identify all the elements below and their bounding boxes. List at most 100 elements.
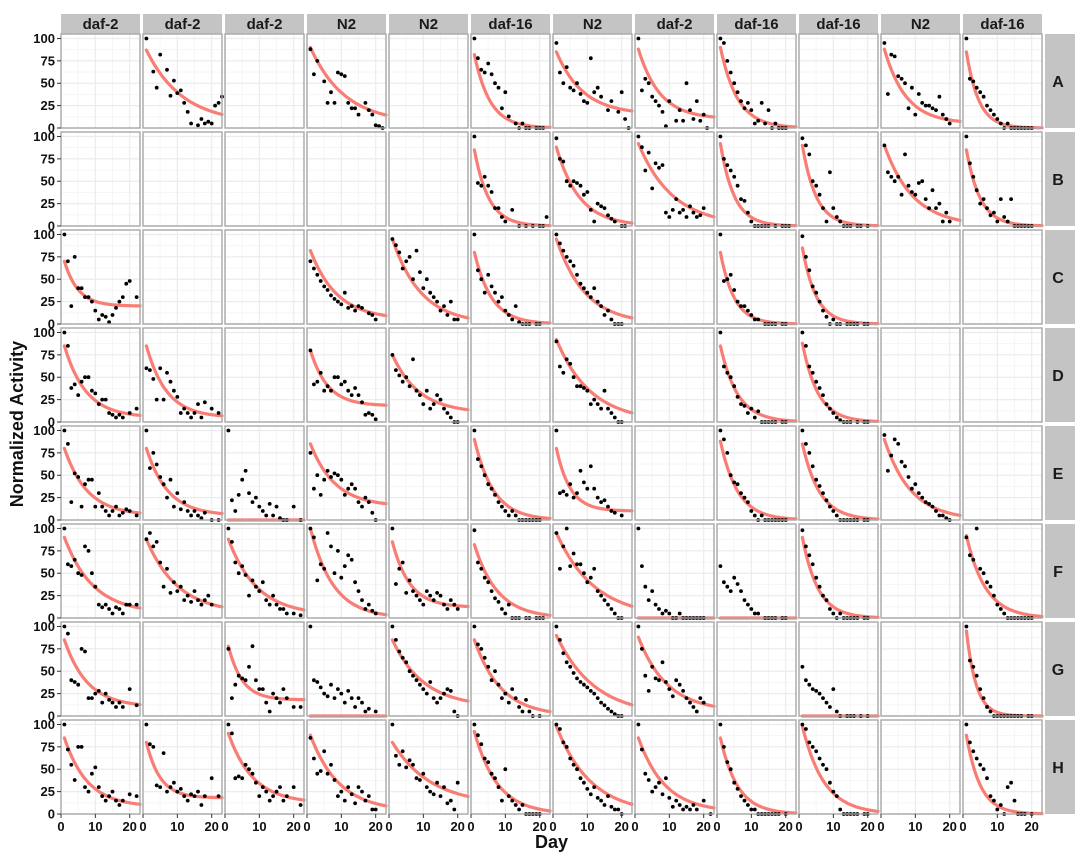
y-tick-label: 75 [41,249,55,264]
data-point [332,297,337,301]
data-point [79,745,84,749]
data-point [742,495,747,500]
data-point [257,794,262,798]
data-point [151,377,156,381]
panel-background [225,34,304,128]
data-point [643,76,648,81]
data-point [988,108,993,112]
data-point [694,807,699,812]
data-point [250,578,255,583]
data-point [971,79,976,84]
data-point [154,540,159,544]
panel-border [470,523,551,619]
data-point [315,59,320,63]
data-point [684,81,689,86]
fit-curve [472,730,552,813]
data-point [353,705,357,709]
data-point [752,513,757,518]
panel [60,131,141,227]
data-point [172,780,176,785]
panel [306,719,388,815]
data-point [595,696,600,700]
data-point [1002,611,1007,616]
data-point [564,179,569,184]
data-point [69,386,74,390]
data-point [664,776,668,781]
data-point [510,687,515,691]
data-point [452,709,457,714]
data-point [503,509,508,513]
data-point [424,277,429,282]
data-point [496,682,501,687]
data-point [476,56,480,61]
data-point [886,170,890,175]
data-point [981,571,986,576]
data-point [503,767,508,772]
data-point [592,90,597,95]
column-strip [717,14,796,34]
data-point [701,112,706,117]
x-tick-label: 20 [532,819,546,834]
data-point [602,388,607,393]
y-tick-label: 25 [41,294,55,309]
data-point [329,388,333,393]
data-point [660,611,665,616]
panel-border [224,621,305,717]
data-point [510,798,515,803]
data-point [114,798,118,803]
data-point [974,756,979,761]
data-point [606,406,610,411]
panel [142,425,224,522]
panel-background [799,230,878,324]
panel [142,621,223,717]
data-point [404,591,409,595]
data-point [448,415,453,420]
data-point [353,308,357,313]
data-point [339,691,344,696]
panel-background [799,622,878,716]
data-point [728,375,733,380]
panel-background [963,622,1042,716]
data-point [749,607,754,611]
panel [142,327,224,423]
panel-background [881,34,960,128]
data-point [332,101,337,105]
data-point [325,694,330,699]
data-point [568,564,573,568]
data-point [554,624,559,629]
data-point [834,709,839,714]
data-point [76,745,81,749]
data-point [636,134,641,139]
data-point [582,286,586,291]
data-point [250,644,255,649]
data-point [438,593,443,598]
data-point [411,673,415,678]
data-point [800,664,805,669]
data-point [602,313,607,317]
data-point [264,700,269,705]
data-point [318,685,323,690]
data-point [510,509,515,513]
data-point [202,794,207,798]
data-point [339,72,344,77]
data-point [315,680,320,684]
panel-border [306,425,387,521]
panel-border [470,131,551,227]
panel-border [798,621,879,717]
panel-border [798,719,879,815]
data-point [196,513,200,518]
data-point [578,468,583,473]
panel-border [962,719,1043,815]
data-point [701,206,706,211]
data-point [752,317,757,322]
data-point [752,807,757,812]
data-point [411,357,415,362]
column-strip-label: daf-16 [980,16,1024,33]
data-point [913,482,918,487]
data-point [588,689,593,693]
data-point [243,678,248,683]
data-point [824,598,829,602]
data-point [937,201,942,206]
data-point [315,578,320,583]
x-tick-label: 10 [416,819,430,834]
